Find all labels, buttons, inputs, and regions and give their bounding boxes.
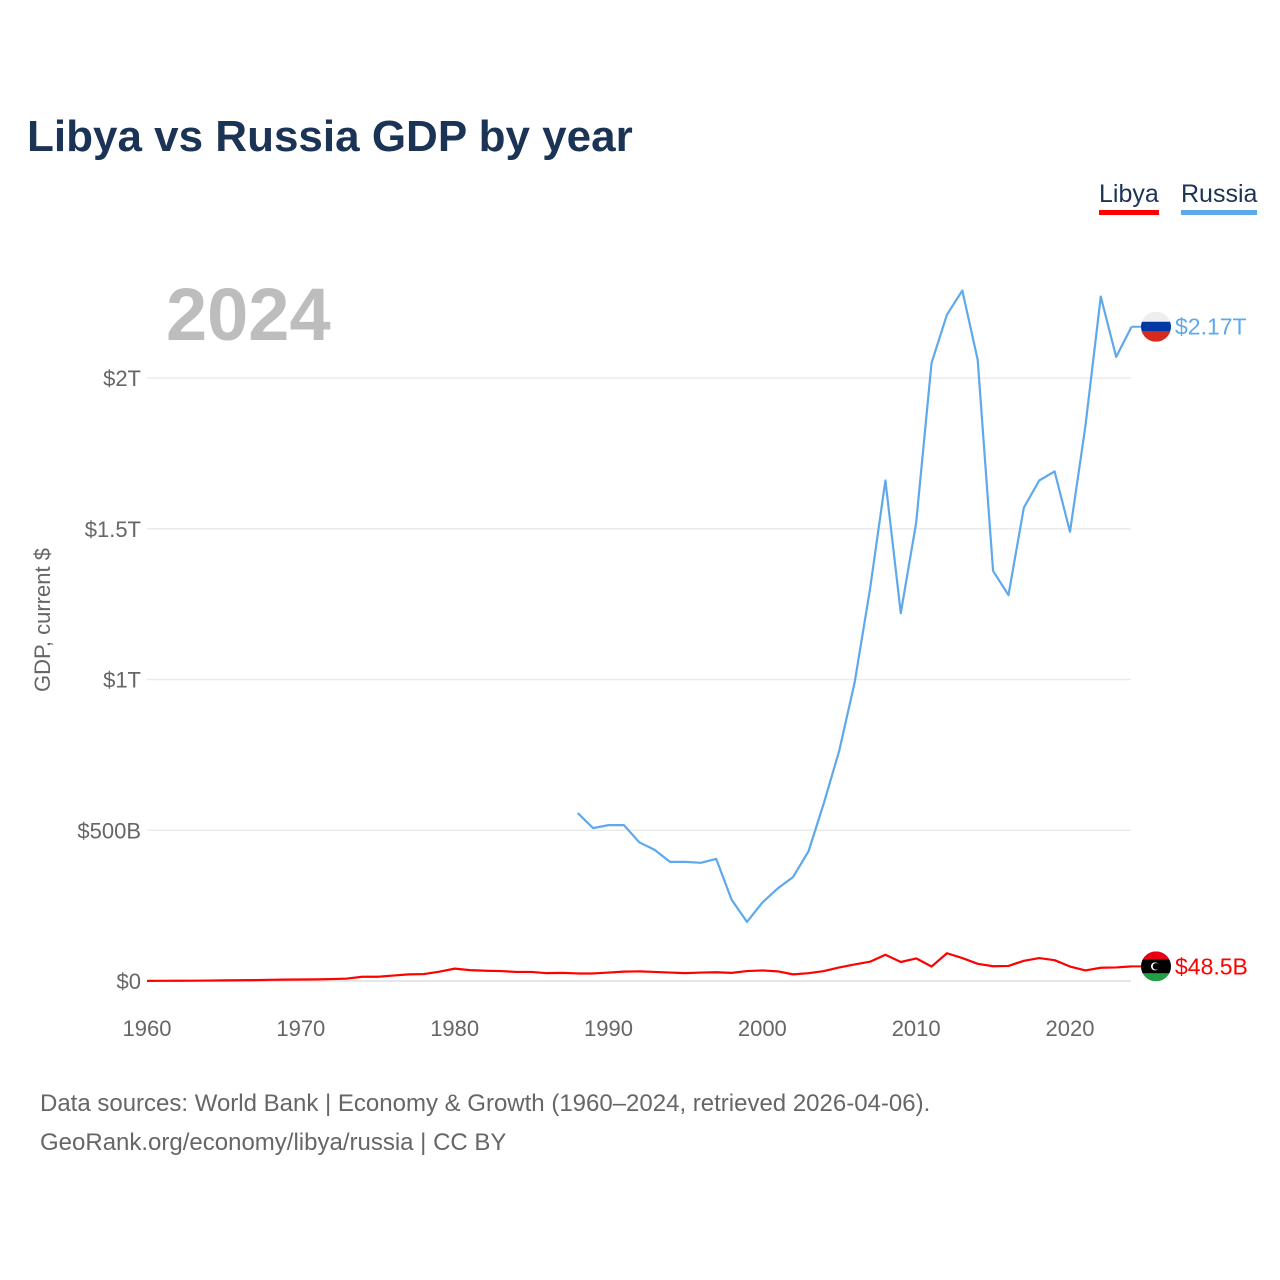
source-note: Data sources: World Bank | Economy & Gro… (40, 1084, 930, 1162)
x-tick-label: 2000 (738, 1016, 787, 1041)
legend-swatch (1099, 210, 1159, 215)
legend-swatch (1181, 210, 1258, 215)
x-tick-label: 1960 (123, 1016, 172, 1041)
y-tick-label: $0 (117, 969, 141, 994)
series-line-libya (146, 952, 1132, 982)
x-tick-label: 2020 (1046, 1016, 1095, 1041)
legend-label: Libya (1099, 180, 1159, 208)
end-value-label: $2.17T (1175, 314, 1247, 340)
legend-label: Russia (1181, 180, 1258, 208)
y-tick-label: $2T (103, 366, 141, 391)
y-tick-label: $1.5T (85, 517, 141, 542)
source-line-1: Data sources: World Bank | Economy & Gro… (40, 1090, 931, 1117)
legend-item-russia[interactable]: Russia (1181, 180, 1258, 215)
y-tick-label: $500B (77, 818, 141, 843)
libya-flag-icon (1141, 951, 1171, 982)
x-tick-label: 2010 (892, 1016, 941, 1041)
x-tick-label: 1970 (276, 1016, 325, 1041)
russia-flag-icon (1141, 311, 1171, 342)
legend-item-libya[interactable]: Libya (1099, 180, 1159, 215)
highlight-year: 2024 (166, 273, 331, 356)
x-tick-label: 1980 (430, 1016, 479, 1041)
chart-title: Libya vs Russia GDP by year (27, 112, 633, 161)
source-line-2[interactable]: GeoRank.org/economy/libya/russia | CC BY (40, 1129, 507, 1156)
end-value-label: $48.5B (1175, 953, 1248, 979)
series-line-russia (576, 289, 1133, 924)
y-axis-label: GDP, current $ (30, 548, 55, 692)
y-tick-label: $1T (103, 668, 141, 693)
x-tick-label: 1990 (584, 1016, 633, 1041)
